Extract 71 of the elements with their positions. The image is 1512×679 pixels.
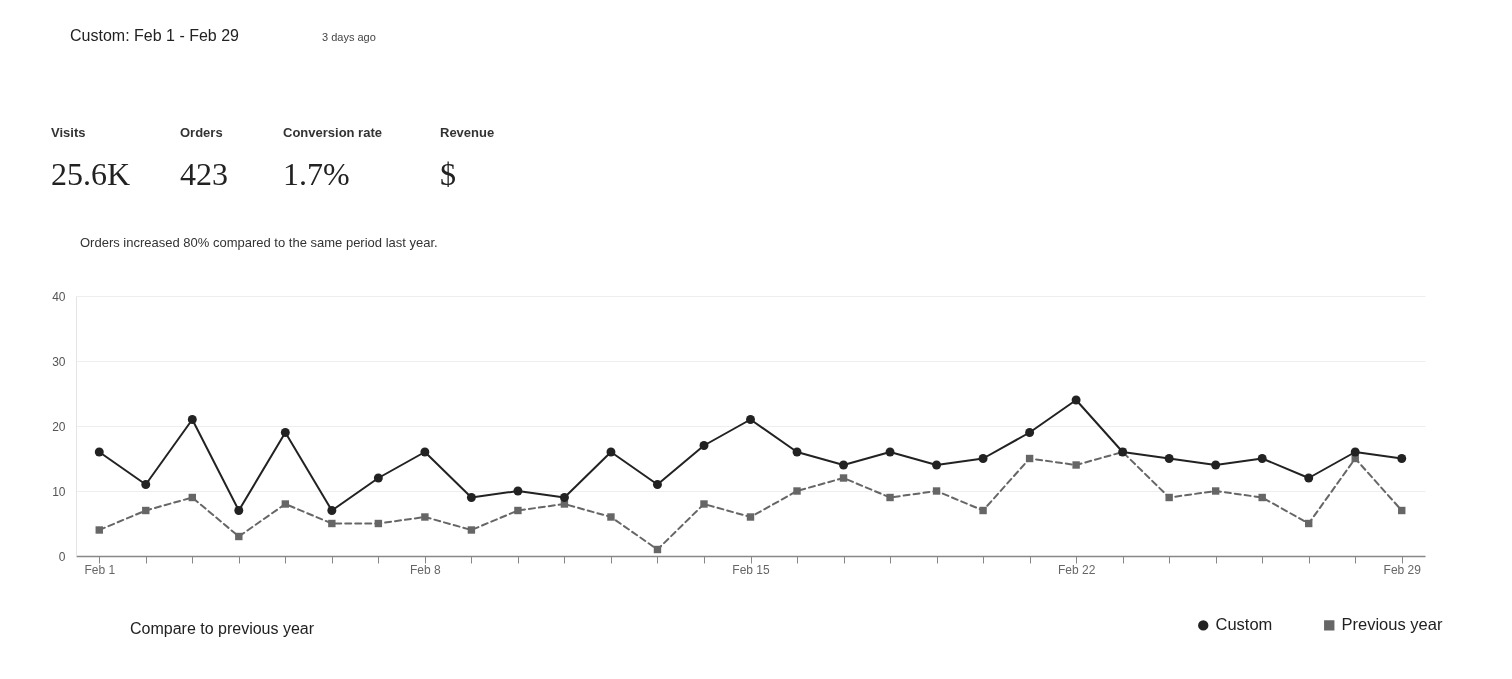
point	[95, 526, 103, 534]
point	[932, 460, 942, 470]
x-tick-label: Feb 15	[732, 562, 771, 577]
y-tick-label: 0	[58, 549, 66, 564]
point	[839, 460, 849, 470]
point	[1071, 395, 1081, 405]
chart-subtitle: 3 days ago	[322, 31, 376, 43]
point	[420, 447, 430, 457]
text: Compare to previous year	[130, 620, 315, 637]
x-tick-label: Feb 29	[1383, 562, 1422, 577]
point	[885, 447, 895, 457]
x-tick-label: Feb 22	[1057, 562, 1096, 577]
point	[1397, 454, 1407, 463]
text: Visits	[51, 125, 86, 140]
point	[746, 415, 755, 424]
point	[1350, 447, 1360, 457]
text: 25.6K	[51, 156, 131, 192]
point	[467, 526, 476, 534]
point	[886, 493, 894, 502]
point	[281, 500, 290, 508]
legend-label: Custom	[1215, 615, 1273, 634]
point	[1257, 454, 1267, 463]
chart-title: Custom: Feb 1 - Feb 29	[70, 27, 240, 44]
point	[514, 506, 522, 515]
point	[421, 513, 429, 521]
point	[746, 513, 755, 521]
text: Conversion rate	[283, 125, 382, 140]
point	[328, 519, 336, 528]
point	[1164, 454, 1174, 463]
point	[94, 447, 104, 457]
point	[1258, 493, 1266, 502]
point	[607, 513, 615, 521]
text: Revenue	[440, 125, 495, 140]
text: 423	[180, 156, 228, 192]
point	[235, 532, 243, 541]
legend-label: Previous year	[1341, 615, 1443, 634]
point	[187, 415, 197, 424]
y-tick-label: 10	[52, 484, 66, 499]
point	[792, 447, 802, 457]
point	[652, 480, 662, 489]
point	[1165, 493, 1173, 502]
point	[466, 493, 476, 502]
point	[978, 454, 988, 463]
point	[234, 506, 244, 515]
point	[141, 480, 151, 489]
point	[700, 500, 708, 508]
point	[327, 506, 337, 515]
point	[979, 506, 987, 515]
point	[373, 473, 383, 483]
point	[839, 474, 848, 482]
point	[1025, 428, 1035, 437]
text: 1.7%	[283, 156, 350, 192]
point	[1211, 460, 1221, 470]
point	[793, 487, 801, 495]
y-tick-label: 40	[52, 289, 66, 304]
x-tick-label: Feb 1	[84, 562, 116, 577]
point	[1304, 473, 1314, 483]
point	[513, 486, 523, 496]
x-tick-label: Feb 8	[410, 562, 442, 577]
point	[1072, 461, 1080, 469]
text: $	[440, 156, 456, 192]
point	[606, 447, 616, 457]
y-tick-label: 30	[52, 354, 66, 369]
text: Orders	[180, 125, 223, 140]
y-tick-label: 20	[52, 419, 66, 434]
point	[559, 493, 569, 502]
point	[699, 441, 709, 450]
point	[1211, 487, 1220, 495]
text: Orders increased 80% compared to the same period last year.	[80, 235, 438, 250]
point	[280, 428, 290, 437]
point	[932, 487, 941, 495]
